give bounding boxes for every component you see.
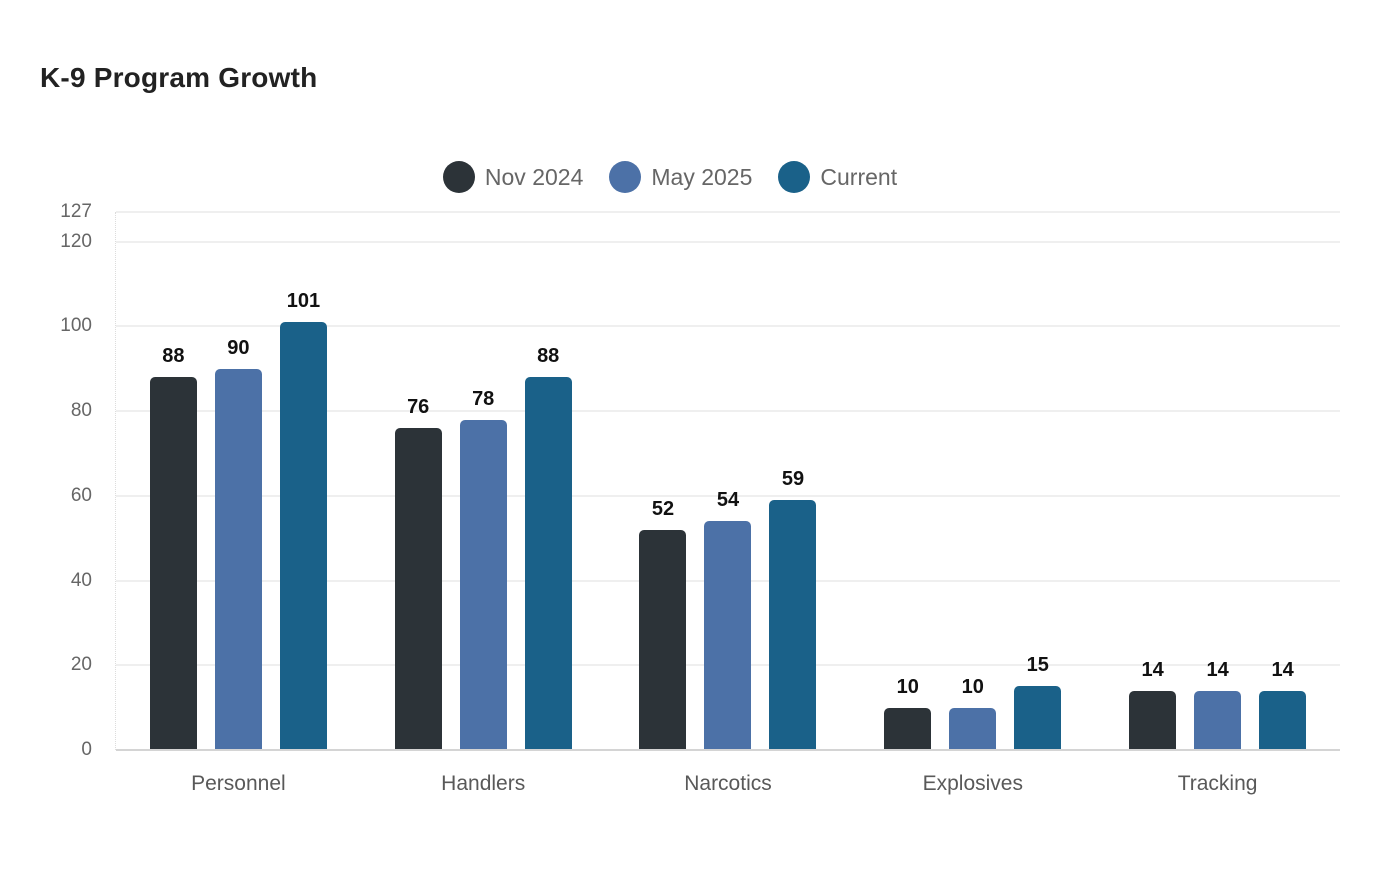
legend-item-may-2025[interactable]: May 2025	[609, 161, 752, 193]
gridline-y-80	[116, 410, 1340, 413]
y-axis-tick-label: 20	[70, 654, 92, 676]
bar-value-label: 14	[1206, 658, 1229, 681]
bar-narcotics-nov-2024[interactable]: 52	[639, 498, 687, 750]
bar-value-label: 52	[651, 497, 675, 520]
y-axis-tick-label: 120	[60, 230, 92, 252]
chart-title: K-9 Program Growth	[40, 62, 318, 93]
gridline-y-120	[116, 240, 1340, 243]
legend-label: May 2025	[651, 163, 753, 190]
bar-value-label: 76	[407, 396, 430, 419]
bar-value-label: 10	[961, 675, 984, 698]
gridline-y-0	[116, 749, 1340, 751]
x-axis-category-label: Explosives	[922, 772, 1023, 795]
category-group-explosives: 10 10 15	[850, 212, 1095, 750]
y-axis-tick-label: 100	[60, 315, 92, 337]
legend-label: Nov 2024	[484, 163, 584, 190]
bar-value-label: 78	[472, 387, 495, 410]
bar-explosives-may-2025[interactable]: 10	[949, 676, 997, 750]
legend-item-nov-2024[interactable]: Nov 2024	[442, 161, 584, 193]
x-axis-category-label: Personnel	[191, 772, 286, 795]
bar-handlers-may-2025[interactable]: 78	[459, 388, 507, 750]
y-axis-tick-label: 80	[70, 400, 92, 422]
chart-legend: Nov 2024 May 2025 Current	[0, 161, 1340, 193]
category-group-personnel: 88 90 101	[116, 212, 361, 750]
y-axis-tick-label: 127	[60, 201, 92, 222]
legend-item-current[interactable]: Current	[778, 161, 897, 193]
category-group-narcotics: 52 54 59	[606, 212, 851, 750]
bar-personnel-may-2025[interactable]: 90	[214, 337, 262, 750]
plot-area: 0 20 40 60 80 100 120 127 88 90 101 76 78 88 52 54 59 10…	[60, 201, 1340, 795]
x-axis-category-label: Tracking	[1177, 772, 1258, 795]
bar-explosives-current[interactable]: 15	[1014, 654, 1062, 750]
category-group-handlers: 76 78 88	[361, 212, 606, 750]
bar-tracking-nov-2024[interactable]: 14	[1129, 659, 1177, 750]
gridline-y-127	[116, 211, 1340, 213]
y-axis-tick-label: 0	[81, 739, 92, 760]
bar-value-label: 10	[896, 675, 919, 698]
bar-series-layer: 88 90 101 76 78 88 52 54 59 10 10 15 14 14 14	[116, 212, 1340, 750]
bar-value-label: 15	[1026, 654, 1049, 677]
bar-tracking-current[interactable]: 14	[1259, 659, 1307, 750]
bar-value-label: 14	[1271, 658, 1294, 681]
bar-personnel-nov-2024[interactable]: 88	[149, 345, 197, 750]
bar-value-label: 14	[1141, 658, 1164, 681]
gridline-y-60	[116, 494, 1340, 497]
bar-tracking-may-2025[interactable]: 14	[1194, 659, 1242, 750]
bar-narcotics-current[interactable]: 59	[769, 468, 817, 750]
bar-value-label: 59	[781, 468, 805, 491]
category-group-tracking: 14 14 14	[1095, 212, 1340, 750]
bar-value-label: 88	[537, 345, 560, 368]
bar-value-label: 88	[162, 345, 185, 368]
bar-handlers-nov-2024[interactable]: 76	[394, 396, 442, 750]
y-axis-tick-label: 60	[70, 484, 92, 506]
legend-swatch-nov-2024	[442, 161, 475, 193]
legend-swatch-current	[778, 161, 811, 193]
legend-label: Current	[820, 163, 898, 190]
legend-swatch-may-2025	[609, 161, 642, 193]
x-axis-category-label: Narcotics	[684, 772, 772, 795]
x-axis-category-label: Handlers	[441, 772, 526, 795]
bar-value-label: 54	[716, 489, 740, 512]
bar-handlers-current[interactable]: 88	[524, 345, 572, 750]
bar-value-label: 101	[286, 290, 321, 313]
x-axis-labels: Personnel Handlers Narcotics Explosives Trac…	[116, 772, 1340, 796]
y-axis-tick-label: 40	[70, 569, 92, 591]
bar-personnel-current[interactable]: 101	[279, 290, 327, 750]
bar-narcotics-may-2025[interactable]: 54	[704, 489, 752, 750]
bar-explosives-nov-2024[interactable]: 10	[884, 676, 932, 750]
bar-value-label: 90	[227, 336, 250, 359]
gridline-y-100	[116, 325, 1340, 328]
